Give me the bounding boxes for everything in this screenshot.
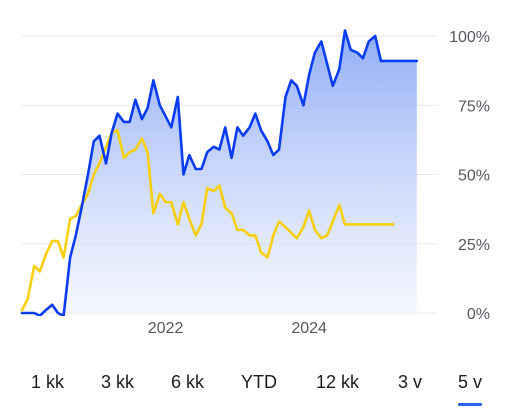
range-tab-label: 3 v — [398, 372, 423, 392]
y-tick-label: 25% — [458, 237, 490, 254]
y-axis-ticks: 0% 25% 50% 75% 100% — [449, 29, 490, 323]
y-tick-label: 75% — [458, 98, 490, 115]
range-tab-3-v[interactable]: 3 v — [398, 372, 422, 393]
range-tab-6-kk[interactable]: 6 kk — [171, 372, 204, 393]
performance-chart: 0% 25% 50% 75% 100% 2022 2024 — [20, 29, 490, 337]
x-axis-ticks: 2022 2024 — [148, 320, 327, 337]
range-tab-label: YTD — [241, 372, 277, 392]
active-tab-indicator — [458, 403, 483, 406]
time-range-selector: 1 kk 3 kk 6 kk YTD 12 kk 3 v 5 v — [0, 372, 505, 412]
range-tab-12-kk[interactable]: 12 kk — [316, 372, 359, 393]
y-tick-label: 50% — [458, 168, 490, 185]
range-tab-label: 1 kk — [31, 372, 65, 392]
range-tab-label: 5 v — [458, 372, 483, 392]
range-tab-label: 12 kk — [316, 372, 360, 392]
range-tab-1-kk[interactable]: 1 kk — [31, 372, 64, 393]
range-tab-ytd[interactable]: YTD — [241, 372, 277, 393]
series-1-line — [20, 29, 419, 316]
x-tick-label: 2024 — [291, 320, 327, 337]
y-tick-label: 100% — [449, 29, 490, 46]
range-tab-5-v[interactable]: 5 v — [458, 372, 483, 406]
x-tick-label: 2022 — [148, 320, 184, 337]
range-tab-label: 6 kk — [171, 372, 205, 392]
range-tab-3-kk[interactable]: 3 kk — [101, 372, 134, 393]
range-tab-label: 3 kk — [101, 372, 135, 392]
series-1-area — [22, 30, 417, 316]
y-tick-label: 0% — [467, 306, 490, 323]
